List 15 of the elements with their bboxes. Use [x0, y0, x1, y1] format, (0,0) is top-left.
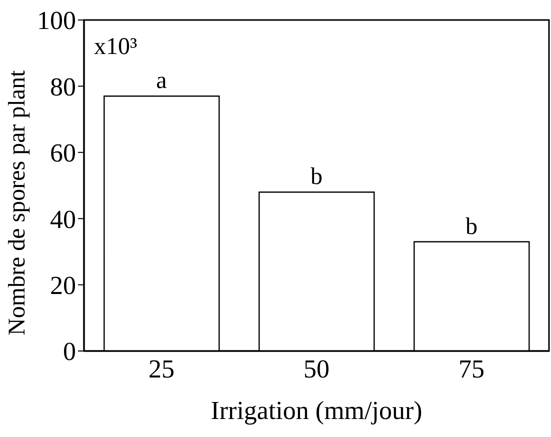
y-tick-label: 60: [50, 138, 76, 168]
y-tick-label: 0: [63, 337, 76, 366]
y-tick-label: 20: [50, 271, 76, 300]
annotation: x10³: [94, 34, 138, 60]
y-tick-label: 100: [37, 6, 76, 36]
x-axis-title: Irrigation (mm/jour): [210, 396, 422, 425]
y-tick-label: 40: [50, 204, 76, 234]
x-tick-label: 50: [304, 354, 330, 384]
x-tick-label: 75: [458, 354, 484, 384]
y-tick-label: 80: [50, 72, 76, 102]
y-axis-title: Nombre de spores par plant: [4, 70, 31, 336]
annotation: b: [310, 164, 322, 190]
annotation: b: [466, 214, 478, 240]
annotation: a: [156, 68, 168, 94]
x-tick-label: 25: [148, 354, 174, 384]
